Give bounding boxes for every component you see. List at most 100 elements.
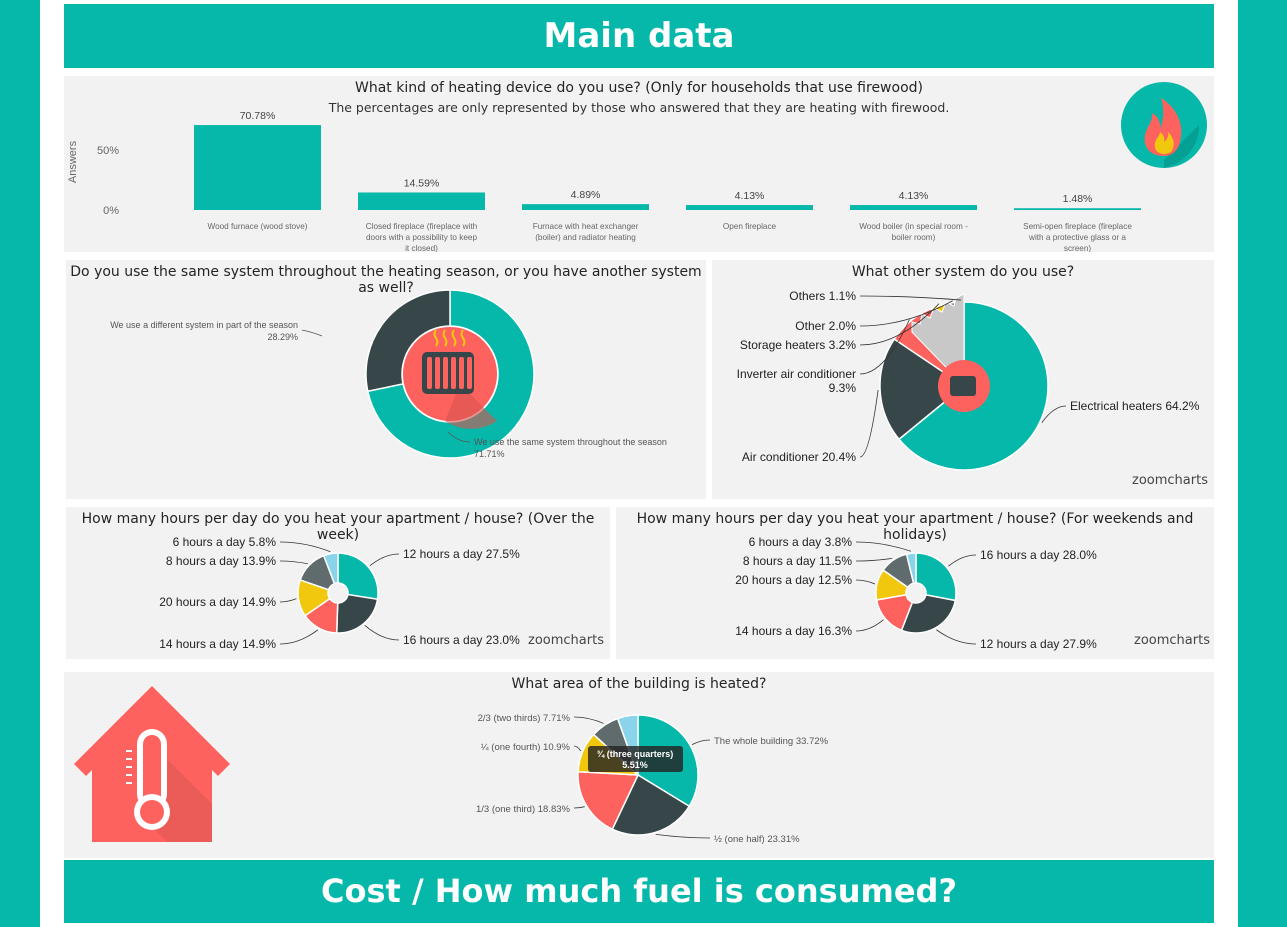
x-tick-label: Furnace with heat exchanger <box>533 222 639 231</box>
leader-line <box>573 716 604 724</box>
area-heated-pie-chart: The whole building 33.72% ½ (one half) 23… <box>476 713 829 845</box>
slice-label: 8 hours a day 11.5% <box>743 554 853 568</box>
heating-device-subtitle: The percentages are only represented by … <box>328 100 950 115</box>
radiator-fin <box>443 357 448 389</box>
pie-slice <box>322 552 339 585</box>
hours-week-panel: How many hours per day do you heat your … <box>66 507 610 659</box>
tooltip-box <box>588 746 683 772</box>
leader-line <box>855 619 884 632</box>
pie-slice <box>905 552 917 585</box>
header-title: Main data <box>543 16 735 56</box>
heat-wave <box>433 329 439 347</box>
heating-device-title: What kind of heating device do you use? … <box>355 80 923 96</box>
tooltip-value: 5.51% <box>622 760 648 770</box>
slice-label: 14 hours a day 14.9% <box>159 637 276 651</box>
hours-weekend-pie-chart: 16 hours a day 28.0% 12 hours a day 27.9%… <box>735 535 1097 651</box>
leader-line <box>573 806 585 809</box>
bar-value-label: 4.13% <box>735 190 765 202</box>
leader-line <box>948 554 977 567</box>
leader-line <box>655 834 711 839</box>
heating-device-bar-chart: Answers 50% 0% 70.78% Wood furnace (wood sto… <box>67 110 1141 252</box>
hours-week-title: How many hours per day do you heat your … <box>81 511 595 543</box>
x-tick-label: Open fireplace <box>723 222 777 231</box>
slice-label: 12 hours a day 27.5% <box>403 547 520 561</box>
leader-line <box>279 560 308 565</box>
bar <box>522 204 649 210</box>
bar <box>1014 208 1141 210</box>
leader-line <box>859 389 879 458</box>
hours-week-pie-chart: 12 hours a day 27.5% 16 hours a day 23.0%… <box>159 535 520 651</box>
pie-slice <box>365 289 451 393</box>
slice-label: 20 hours a day 12.5% <box>735 573 852 587</box>
slice-label: Other 2.0% <box>795 319 856 333</box>
leader-line <box>279 541 331 553</box>
slice-label: 20 hours a day 14.9% <box>159 595 276 609</box>
watermark-logo: zoomcharts <box>1134 633 1210 648</box>
slice-label: 6 hours a day 5.8% <box>173 535 277 549</box>
pie-slice <box>915 552 957 602</box>
same-system-donut-chart: We use the same system throughout the se… <box>110 289 667 459</box>
slice-label: 1/3 (one third) 18.83% <box>476 804 571 815</box>
leader-line <box>855 557 893 562</box>
radiator-icon-shadow <box>445 384 497 429</box>
bar-value-label: 1.48% <box>1063 193 1093 205</box>
bar-value-label: 4.89% <box>571 189 601 201</box>
watermark-logo: zoomcharts <box>528 633 604 648</box>
header-banner: Main data <box>64 4 1214 68</box>
slice-value-label: 9.3% <box>829 381 857 395</box>
bar-value-label: 70.78% <box>240 110 276 122</box>
hours-weekend-title: How many hours per day you heat your apa… <box>636 511 1194 543</box>
leader-line <box>859 300 953 327</box>
radiator-icon <box>950 376 976 396</box>
pie-slice <box>879 338 966 441</box>
x-tick-label: Wood furnace (wood stove) <box>208 222 308 231</box>
radiator-fin <box>435 357 440 389</box>
slice-label: ¼ (one fourth) 10.9% <box>481 742 571 753</box>
footer-title: Cost / How much fuel is consumed? <box>320 872 957 910</box>
leader-line <box>364 625 400 641</box>
x-tick-label: boiler room) <box>892 233 936 242</box>
slice-label: ½ (one half) 23.31% <box>714 834 800 845</box>
pie-slice <box>366 289 535 459</box>
x-tick-label: doors with a possibility to keep <box>366 233 477 242</box>
area-heated-title: What area of the building is heated? <box>511 676 767 692</box>
slice-label: Inverter air conditioner <box>737 367 856 381</box>
leader-line <box>936 629 977 645</box>
slice-label: 12 hours a day 27.9% <box>980 637 1097 651</box>
x-tick-label: (boiler) and radiator heating <box>535 233 636 242</box>
pie-slice <box>900 593 957 634</box>
pie-slice <box>337 552 379 601</box>
slice-label: 8 hours a day 13.9% <box>166 554 276 568</box>
bar <box>358 192 485 210</box>
bar <box>194 125 321 210</box>
leader-line <box>279 598 297 603</box>
slice-label: 16 hours a day 23.0% <box>403 633 520 647</box>
leader-line <box>369 553 400 567</box>
x-tick-label: Closed fireplace (fireplace with <box>366 222 478 231</box>
y-axis-label: Answers <box>67 140 79 183</box>
y-tick-label: 50% <box>97 145 119 157</box>
x-tick-label: it closed) <box>405 244 438 252</box>
slice-label: 14 hours a day 16.3% <box>735 624 852 638</box>
same-system-title: Do you use the same system throughout th… <box>70 264 702 296</box>
y-tick-label: 0% <box>103 205 119 217</box>
other-system-pie-chart: Electrical heaters 64.2% Air conditioner … <box>737 289 1200 471</box>
slice-label: 16 hours a day 28.0% <box>980 548 1097 562</box>
heat-wave <box>442 329 448 347</box>
footer-banner: Cost / How much fuel is consumed? <box>64 860 1214 923</box>
bar-value-label: 4.13% <box>899 190 929 202</box>
heating-device-panel: What kind of heating device do you use? … <box>64 76 1214 252</box>
hours-weekend-panel: How many hours per day you heat your apa… <box>616 507 1214 659</box>
bar-value-label: 14.59% <box>404 177 440 189</box>
x-tick-label: Semi-open fireplace (fireplace <box>1023 222 1132 231</box>
radiator-fin <box>451 357 456 389</box>
leader-line <box>855 541 912 552</box>
slice-label: Air conditioner 20.4% <box>742 450 856 464</box>
fire-icon <box>1121 82 1207 168</box>
slice-label: We use a different system in part of the… <box>110 320 298 330</box>
leader-line <box>1041 405 1067 424</box>
leader-line <box>859 319 910 375</box>
x-tick-label: with a protective glass or a <box>1028 233 1126 242</box>
x-tick-label: screen) <box>1064 244 1092 252</box>
radiator-fin <box>459 357 464 389</box>
